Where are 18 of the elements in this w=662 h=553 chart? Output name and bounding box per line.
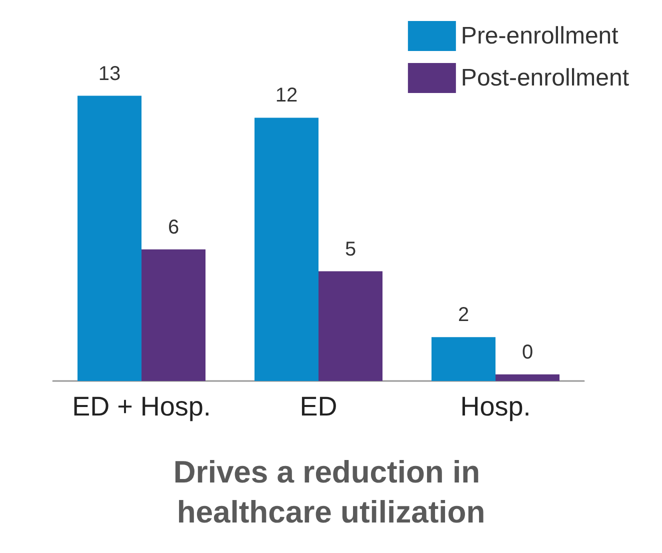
data-label: 12 xyxy=(275,84,298,107)
data-label: 0 xyxy=(522,341,534,364)
data-label: 13 xyxy=(98,62,121,85)
data-label: 6 xyxy=(168,216,180,238)
data-label: 2 xyxy=(458,304,470,326)
bar xyxy=(318,271,382,381)
bar xyxy=(254,118,318,381)
bar xyxy=(432,337,496,381)
legend-label: Post-enrollment xyxy=(460,64,630,92)
x-tick-label: Hosp. xyxy=(460,392,531,422)
text: Drives a reduction in healthcare utilization xyxy=(173,454,489,530)
x-tick-label: ED xyxy=(300,392,338,422)
x-tick-label: ED + Hosp. xyxy=(72,392,211,422)
legend-label: Pre-enrollment xyxy=(460,22,619,50)
bar xyxy=(78,96,142,381)
bar xyxy=(496,374,560,381)
data-label: 5 xyxy=(344,238,356,260)
bar xyxy=(142,249,206,381)
